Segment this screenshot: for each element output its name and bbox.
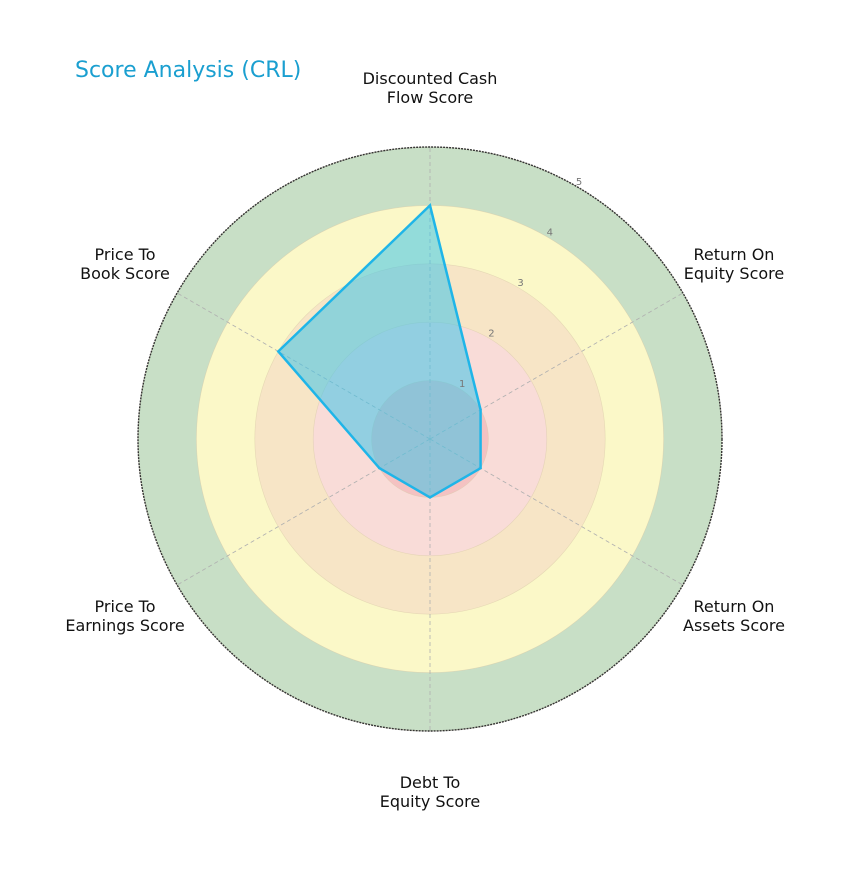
axis-label: Price To Book Score	[80, 245, 170, 283]
axis-label: Debt To Equity Score	[380, 773, 481, 811]
radial-tick-labels: 1 2 3 4 5	[459, 177, 582, 390]
tick-label: 3	[517, 278, 523, 289]
axis-label: Discounted Cash Flow Score	[363, 69, 498, 107]
chart-title: Score Analysis (CRL)	[75, 58, 302, 83]
outer-border	[137, 146, 723, 732]
tick-label: 1	[459, 379, 465, 390]
axis-label: Price To Earnings Score	[65, 597, 184, 635]
tick-label: 4	[547, 228, 553, 239]
data-series	[276, 202, 482, 499]
axis-label: Return On Equity Score	[684, 245, 785, 283]
axis-label: Return On Assets Score	[683, 597, 785, 635]
tick-label: 5	[576, 177, 582, 188]
series-polygon	[276, 202, 482, 499]
tick-label: 2	[488, 329, 494, 340]
axis-labels: Discounted Cash Flow Score Return On Equity…	[65, 69, 785, 811]
